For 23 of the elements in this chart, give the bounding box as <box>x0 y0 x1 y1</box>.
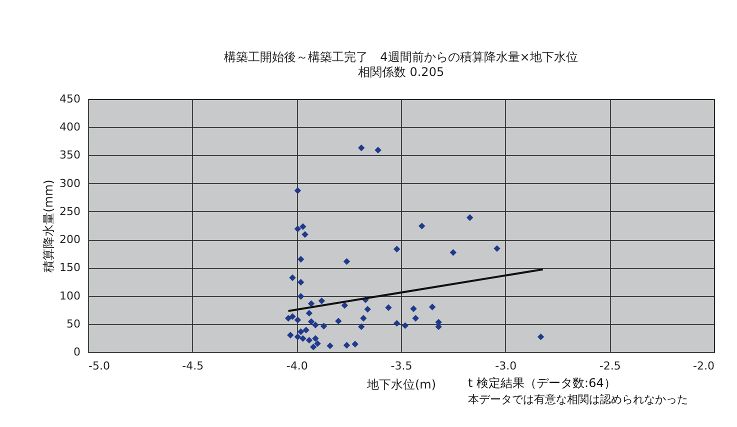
x-axis-title: 地下水位(m) <box>366 378 436 392</box>
y-tick-label: 150 <box>60 261 80 274</box>
text: 本データでは有意な相関は認められなかった <box>468 393 688 406</box>
x-tick-label: -3.5 <box>390 360 412 372</box>
x-tick-label: -3.0 <box>495 360 517 372</box>
text: t 検定結果（データ数:64） <box>468 376 616 390</box>
x-tick-label: -4.5 <box>182 360 204 372</box>
y-tick-label: 50 <box>66 317 80 330</box>
x-tick-label: -4.0 <box>286 360 308 372</box>
x-tick-label: -2.0 <box>693 360 714 372</box>
y-tick-label: 250 <box>60 204 80 218</box>
chart-title: 構築工開始後～構築工完了 4週間前からの積算降水量×地下水位 <box>224 50 578 64</box>
y-tick-label: 300 <box>60 176 80 190</box>
y-tick-label: 100 <box>60 289 80 302</box>
y-tick-label: 450 <box>60 92 80 106</box>
chart-subtitle: 相関係数 0.205 <box>358 65 444 79</box>
y-tick-label: 350 <box>60 148 80 162</box>
y-tick-label: 200 <box>60 233 80 246</box>
y-axis-title: 積算降水量(mm) <box>42 180 56 272</box>
x-tick-label: -2.5 <box>599 360 621 372</box>
x-tick-label: -5.0 <box>88 360 110 372</box>
y-tick-label: 400 <box>60 120 80 134</box>
y-tick-label: 0 <box>74 346 80 358</box>
